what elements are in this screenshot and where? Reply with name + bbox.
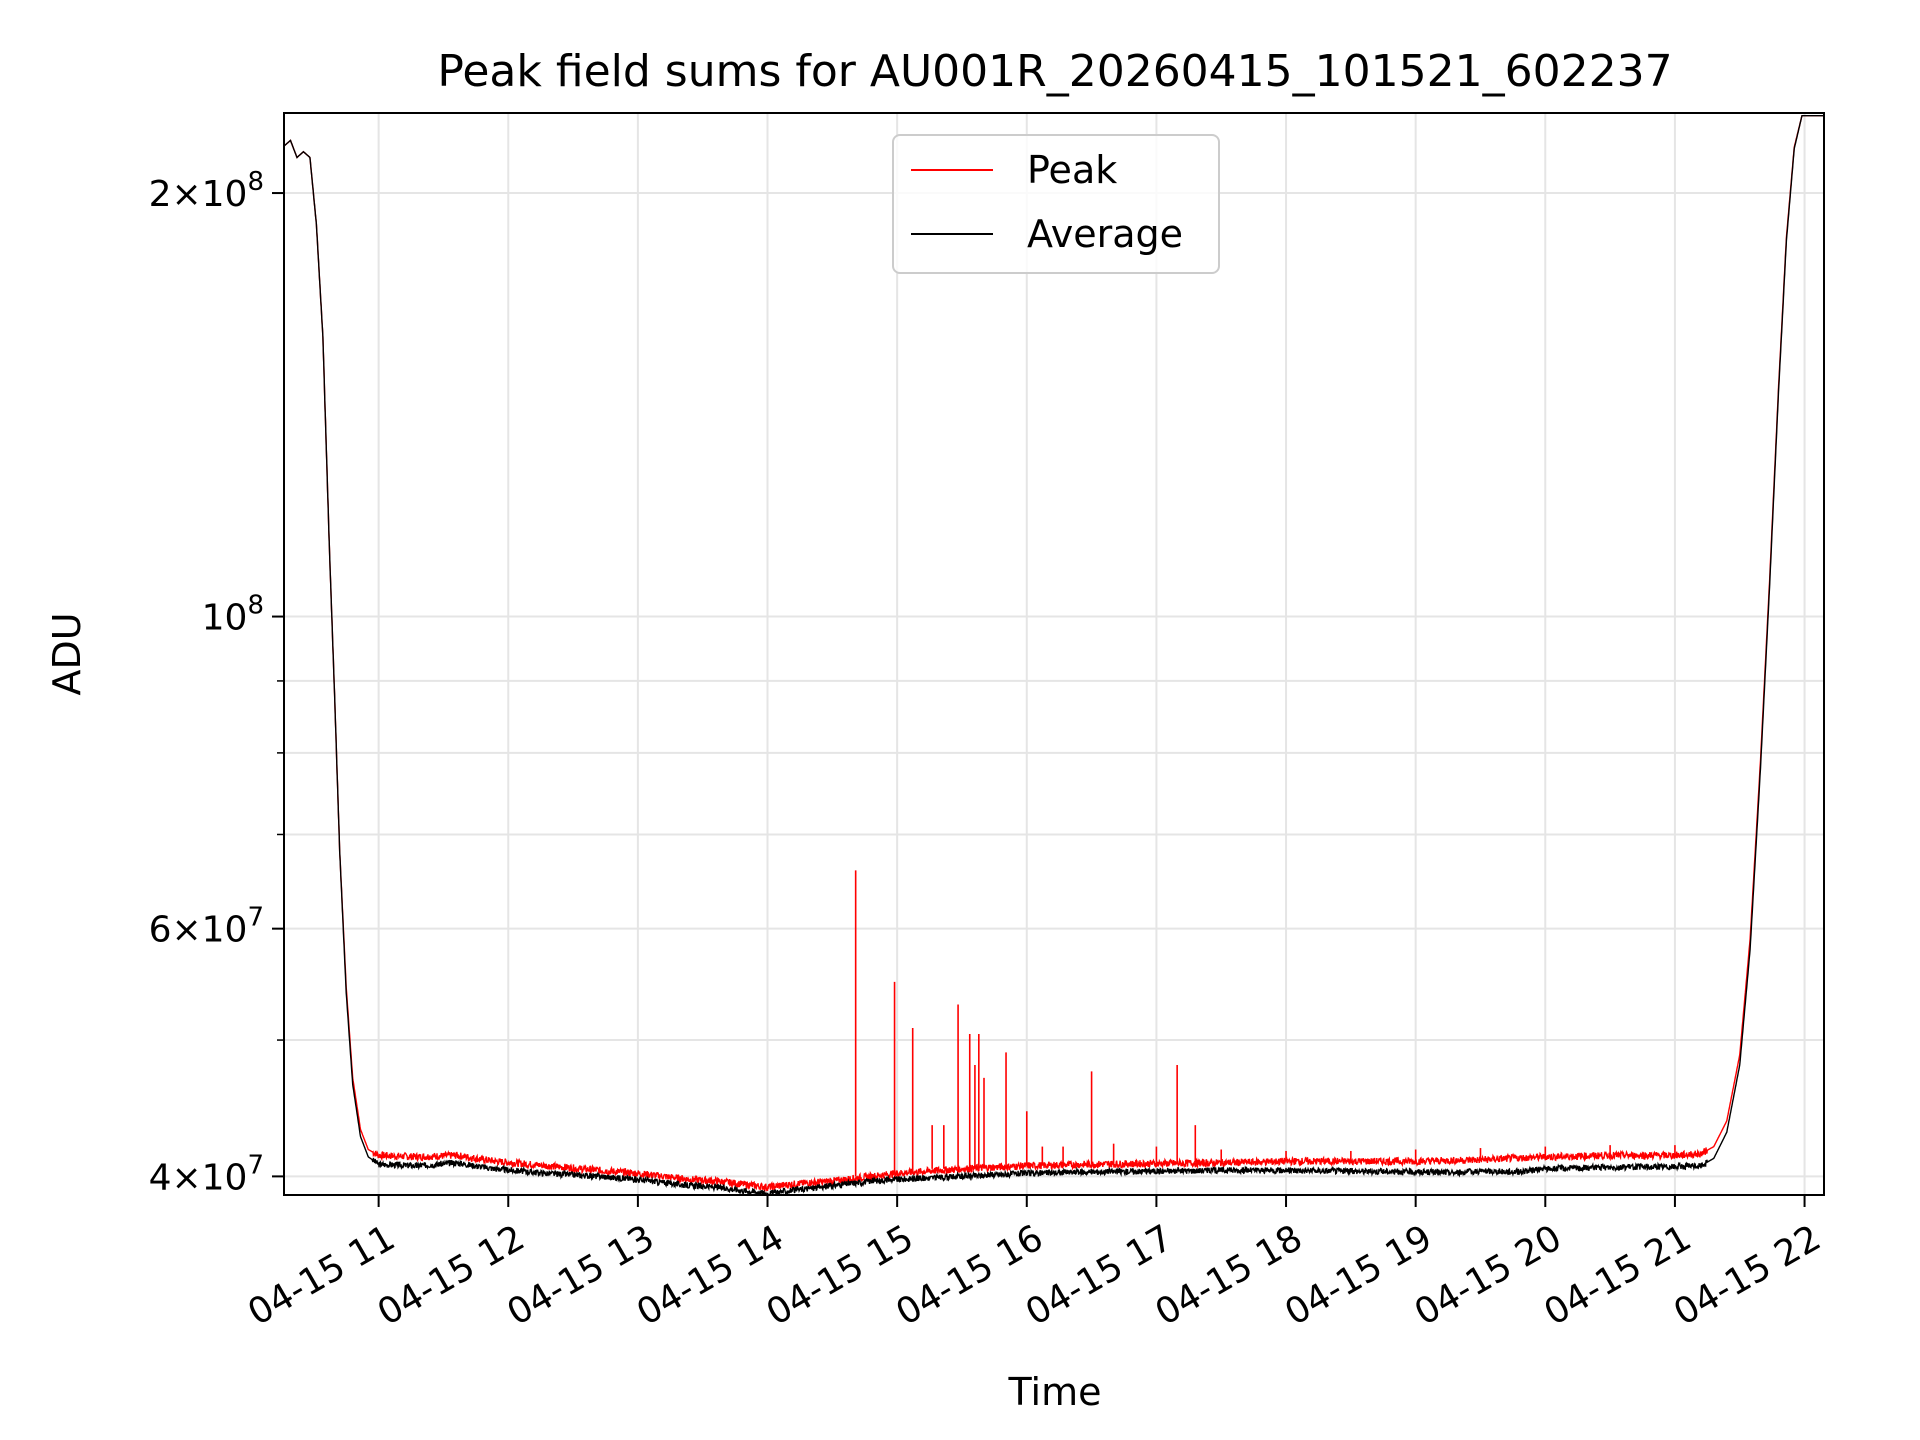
series-layer	[284, 115, 1824, 1195]
y-tick-label: 2×108	[149, 167, 264, 215]
y-tick-exponent: 8	[247, 591, 264, 621]
y-tick-times: ×10	[171, 910, 247, 951]
y-tick-label: 108	[202, 591, 264, 639]
y-axis-label: ADU	[45, 612, 89, 695]
peak-series-line	[284, 115, 1824, 1193]
y-tick-exponent: 8	[247, 167, 264, 197]
y-tick-exponent: 7	[247, 903, 264, 933]
y-tick-mantissa: 2	[149, 174, 172, 215]
legend: Peak Average	[892, 134, 1220, 274]
y-tick-label: 4×107	[149, 1150, 264, 1198]
y-tick-label: 6×107	[149, 903, 264, 951]
y-tick-times: ×10	[171, 174, 247, 215]
average-series-line	[284, 115, 1824, 1195]
x-axis-label: Time	[1008, 1370, 1102, 1414]
y-tick-mantissa: 4	[149, 1157, 172, 1198]
y-tick-exponent: 7	[247, 1150, 264, 1180]
chart-title: Peak field sums for AU001R_20260415_1015…	[437, 46, 1672, 97]
plot-frame	[283, 112, 1825, 1196]
y-tick-base: 10	[202, 598, 248, 639]
y-tick-mantissa: 6	[149, 910, 172, 951]
legend-average-label: Average	[1027, 212, 1183, 256]
grid	[284, 113, 1824, 1195]
legend-peak-label: Peak	[1027, 148, 1117, 192]
y-tick-times: ×10	[171, 1157, 247, 1198]
